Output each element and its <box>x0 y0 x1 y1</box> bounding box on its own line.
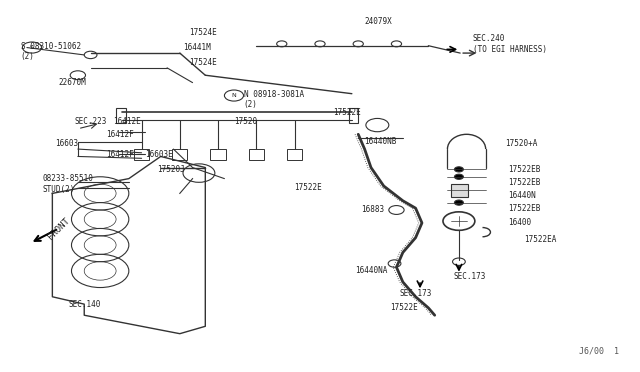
Circle shape <box>443 212 475 230</box>
Text: 16400: 16400 <box>508 218 531 227</box>
Text: SEC.173: SEC.173 <box>399 289 432 298</box>
Text: 16412F: 16412F <box>106 130 134 139</box>
Bar <box>287 149 302 160</box>
Text: J6/00  1: J6/00 1 <box>579 347 620 356</box>
Text: SEC.240
(TO EGI HARNESS): SEC.240 (TO EGI HARNESS) <box>473 34 547 54</box>
Text: 08233-85510
STUD(2): 08233-85510 STUD(2) <box>43 174 93 194</box>
Bar <box>134 149 149 160</box>
Text: 22670M: 22670M <box>59 78 86 87</box>
Text: 17522EB: 17522EB <box>508 203 540 213</box>
Bar <box>349 109 358 123</box>
Text: 17520J: 17520J <box>157 165 185 174</box>
Text: 17522E: 17522E <box>333 108 360 117</box>
Bar <box>172 149 188 160</box>
Text: 17522E: 17522E <box>390 303 418 312</box>
Text: 17520: 17520 <box>234 117 257 126</box>
Bar <box>211 149 226 160</box>
Circle shape <box>454 200 463 205</box>
Text: SEC.140: SEC.140 <box>68 300 100 309</box>
Bar <box>248 149 264 160</box>
Text: SEC.173: SEC.173 <box>454 272 486 281</box>
Text: 16440NB: 16440NB <box>365 137 397 146</box>
Bar <box>116 109 125 123</box>
Circle shape <box>454 187 463 192</box>
Text: 16412F: 16412F <box>106 150 134 159</box>
Text: 16883: 16883 <box>362 205 385 215</box>
Text: 17522EB: 17522EB <box>508 165 540 174</box>
Circle shape <box>454 167 463 172</box>
Text: SEC.223: SEC.223 <box>75 117 107 126</box>
Text: 24079X: 24079X <box>365 17 392 26</box>
Text: S: S <box>30 45 34 50</box>
Circle shape <box>389 206 404 214</box>
Text: 16440NA: 16440NA <box>355 266 387 275</box>
Text: 17522E: 17522E <box>294 183 323 192</box>
Text: 16603: 16603 <box>56 139 79 148</box>
Text: 17522EA: 17522EA <box>524 235 556 244</box>
Text: S 08310-51062
(2): S 08310-51062 (2) <box>20 42 81 61</box>
Text: N 08918-3081A
(2): N 08918-3081A (2) <box>244 90 303 109</box>
Text: 17524E: 17524E <box>189 28 217 37</box>
Text: 16441M: 16441M <box>183 43 211 52</box>
Bar <box>451 184 468 197</box>
Text: N: N <box>232 93 236 98</box>
Text: 17522EB: 17522EB <box>508 178 540 187</box>
Text: FRONT: FRONT <box>46 216 72 241</box>
Text: 16603E: 16603E <box>145 150 173 159</box>
Text: 17524E: 17524E <box>189 58 217 67</box>
Circle shape <box>454 174 463 179</box>
Text: 16412E: 16412E <box>113 117 141 126</box>
Text: 16440N: 16440N <box>508 191 536 200</box>
Text: 17520+A: 17520+A <box>505 139 537 148</box>
